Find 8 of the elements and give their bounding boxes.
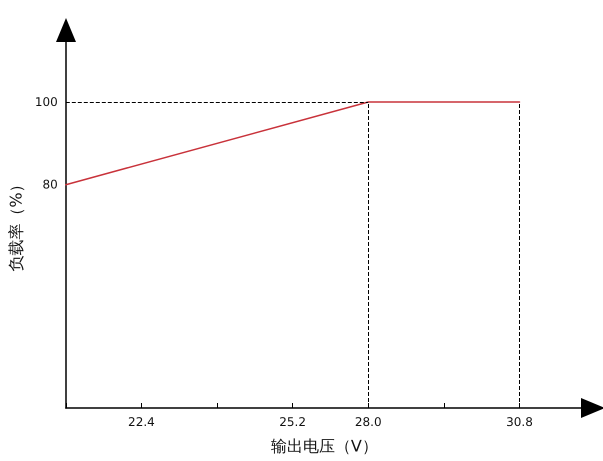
- y-tick-label: 80: [42, 178, 58, 192]
- y-axis-title: 负载率（%）: [6, 176, 26, 272]
- x-axis-title: 输出电压（V）: [270, 436, 378, 456]
- x-tick-label: 25.2: [279, 415, 306, 429]
- x-tick-label: 22.4: [128, 415, 155, 429]
- y-tick-label: 100: [34, 95, 58, 110]
- x-tick-label: 28.0: [354, 415, 382, 429]
- x-tick-label: 30.8: [506, 415, 533, 429]
